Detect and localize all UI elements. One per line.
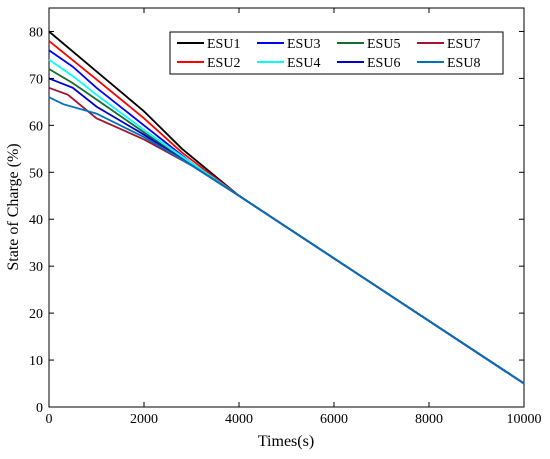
y-tick-label: 0 [36, 401, 43, 416]
series-line-esu8 [48, 96, 525, 385]
y-tick-label: 50 [29, 166, 43, 181]
x-tick-label: 8000 [415, 412, 443, 427]
y-tick-label: 20 [29, 307, 43, 322]
legend-label-esu2: ESU2 [207, 56, 240, 71]
x-axis-label: Times(s) [258, 433, 314, 450]
x-tick-label: 6000 [320, 412, 348, 427]
legend-label-esu8: ESU8 [447, 56, 480, 71]
legend-box [169, 31, 504, 75]
y-tick-label: 70 [29, 72, 43, 87]
legend-label-esu5: ESU5 [367, 37, 400, 52]
legend-label-esu6: ESU6 [367, 56, 400, 71]
legend: ESU1 ESU2 ESU3 ESU4 ESU5 ESU6 ESU7 ESU8 [169, 31, 504, 75]
x-tick-label: 4000 [225, 412, 253, 427]
x-axis-ticks: 0 2000 4000 6000 8000 10000 [46, 8, 542, 427]
y-tick-label: 60 [29, 119, 43, 134]
series-layer [48, 30, 525, 385]
y-tick-label: 10 [29, 354, 43, 369]
y-tick-label: 40 [29, 213, 43, 228]
legend-label-esu3: ESU3 [287, 37, 320, 52]
y-axis-ticks: 0 10 20 30 40 50 60 70 80 [29, 25, 524, 416]
x-tick-label: 2000 [130, 412, 158, 427]
y-axis-label: State of Charge (%) [5, 143, 22, 270]
x-tick-label: 0 [46, 412, 53, 427]
legend-label-esu4: ESU4 [287, 56, 320, 71]
legend-label-esu7: ESU7 [447, 37, 480, 52]
x-tick-label: 10000 [507, 412, 542, 427]
y-tick-label: 30 [29, 260, 43, 275]
legend-label-esu1: ESU1 [207, 37, 240, 52]
y-tick-label: 80 [29, 25, 43, 40]
